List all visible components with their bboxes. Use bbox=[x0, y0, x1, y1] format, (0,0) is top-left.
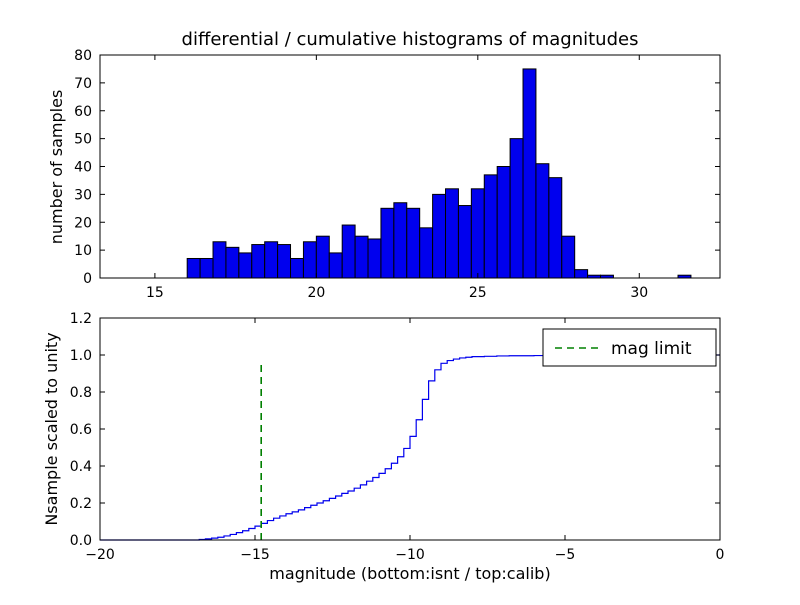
top-y-axis-label: number of samples bbox=[47, 90, 66, 245]
histogram-bar bbox=[419, 227, 434, 279]
y-tick-label: 1.2 bbox=[70, 311, 92, 327]
histogram-bar bbox=[341, 224, 356, 279]
histogram-bar bbox=[380, 207, 395, 279]
y-tick-label: 0.4 bbox=[70, 459, 92, 475]
histogram-bar bbox=[367, 238, 382, 279]
legend: mag limit bbox=[542, 328, 717, 367]
histogram-bar bbox=[509, 138, 524, 279]
histogram-bar bbox=[199, 257, 214, 279]
bottom-y-axis-label: Nsample scaled to unity bbox=[42, 332, 61, 525]
histogram-bar bbox=[328, 252, 343, 279]
histogram-bar bbox=[445, 188, 459, 279]
top-differential-histogram: 15 20 25 30 0 10 20 30 40 50 60 70 80 bbox=[74, 48, 721, 301]
x-tick-label: 20 bbox=[307, 285, 325, 301]
x-tick-label: −5 bbox=[555, 547, 576, 563]
histogram-bar bbox=[393, 202, 408, 279]
y-tick-label: 0.0 bbox=[70, 533, 92, 549]
x-tick-label: 25 bbox=[469, 285, 487, 301]
y-tick-label: 40 bbox=[74, 160, 92, 176]
histogram-bar bbox=[457, 205, 472, 279]
legend-label: mag limit bbox=[611, 339, 692, 359]
histogram-bar bbox=[354, 235, 369, 279]
y-tick-label: 60 bbox=[74, 104, 92, 120]
histogram-bar bbox=[483, 174, 498, 279]
histogram-bar bbox=[212, 241, 227, 279]
x-tick-label: −20 bbox=[85, 547, 115, 563]
x-tick-label: 0 bbox=[716, 547, 725, 563]
y-tick-label: 30 bbox=[74, 187, 92, 203]
histogram-bar bbox=[548, 177, 563, 279]
histogram-bar bbox=[496, 166, 511, 279]
bottom-cumulative-histogram: −20 −15 −10 −5 0 0.0 0.2 0.4 0.6 0.8 1.0 1.2 bbox=[70, 311, 725, 563]
y-tick-label: 0.2 bbox=[70, 496, 92, 512]
histogram-bar bbox=[315, 235, 330, 279]
histogram-bar bbox=[251, 244, 266, 279]
y-tick-label: 1.0 bbox=[70, 348, 92, 364]
x-tick-label: 30 bbox=[630, 285, 648, 301]
histogram-bar bbox=[302, 241, 317, 279]
histogram-bar bbox=[238, 252, 253, 279]
cumulative-curve bbox=[100, 354, 720, 541]
y-tick-label: 0 bbox=[83, 271, 92, 287]
y-tick-label: 70 bbox=[74, 76, 92, 92]
chart-title: differential / cumulative histograms of … bbox=[182, 29, 639, 50]
histogram-bar bbox=[290, 257, 304, 279]
y-tick-label: 0.8 bbox=[70, 385, 92, 401]
bottom-x-axis-label: magnitude (bottom:isnt / top:calib) bbox=[269, 564, 550, 583]
y-tick-label: 10 bbox=[74, 243, 92, 259]
x-tick-label: −10 bbox=[395, 547, 425, 563]
y-tick-label: 0.6 bbox=[70, 422, 92, 438]
histogram-bar bbox=[186, 257, 201, 279]
histogram-bar bbox=[264, 241, 279, 279]
histogram-bar bbox=[535, 163, 550, 279]
y-tick-label: 20 bbox=[74, 215, 92, 231]
histogram-bar bbox=[406, 207, 421, 279]
y-tick-label: 50 bbox=[74, 132, 92, 148]
y-tick-label: 80 bbox=[74, 48, 92, 64]
histogram-bar bbox=[522, 68, 537, 279]
histogram-bar bbox=[225, 246, 240, 279]
histogram-bar bbox=[277, 244, 292, 279]
x-tick-label: −15 bbox=[240, 547, 270, 563]
histogram-bar bbox=[470, 188, 485, 279]
histogram-bar bbox=[574, 269, 589, 279]
histogram-bar bbox=[561, 235, 576, 279]
histogram-bar bbox=[432, 193, 447, 279]
x-tick-label: 15 bbox=[146, 285, 164, 301]
